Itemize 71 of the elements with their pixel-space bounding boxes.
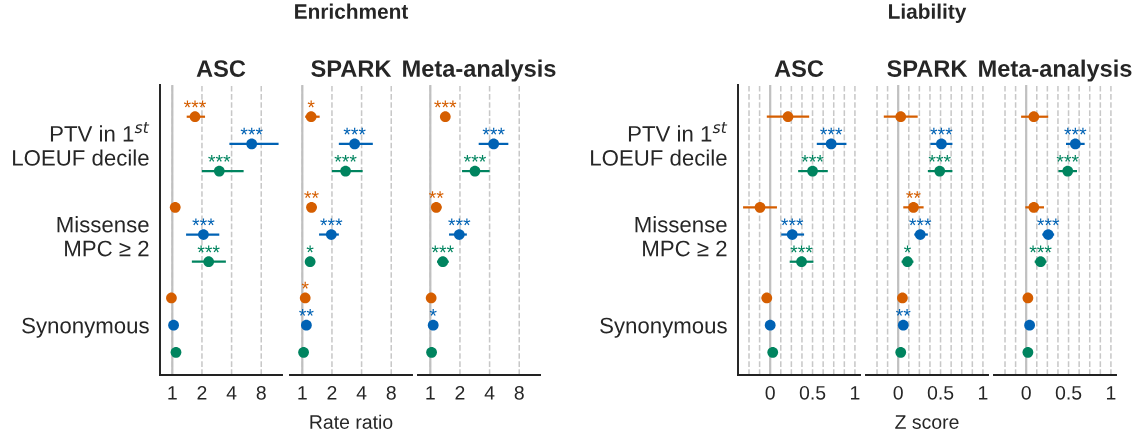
data-label: *** [790,245,813,253]
data-label: ** [429,191,444,199]
y-tick-label: Missense MPC ≥ 2 [635,216,727,257]
data-label: *** [482,127,505,135]
data-label: * [429,309,437,316]
data-label: * [307,100,315,108]
y-tick-label: Synonymous [22,317,149,338]
x-tick-label: 2 [455,385,465,400]
x-tick-label: 0 [1021,385,1031,400]
data-label: *** [801,154,824,162]
text: Enrichment [295,3,409,19]
chart-title: Meta-analysis [403,59,556,82]
chart-title: SPARK [887,60,968,77]
x-tick-label: 0 [765,385,775,400]
x-tick-label: 1 [850,386,860,400]
x-tick-label: 1 [168,386,177,400]
data-label: *** [448,218,471,226]
data-label: *** [334,154,357,162]
data-label: ** [896,309,911,316]
data-label: *** [192,218,215,226]
y-tick-label: PTV in 1$^{st}$ LOEUF decile [591,122,728,166]
data-label: *** [208,154,231,162]
data-label: *** [431,245,454,253]
x-tick-label: 0.5 [1055,385,1082,400]
data-label: *** [434,100,457,108]
x-axis-title: Rate ratio [310,414,393,429]
data-label: * [904,245,911,253]
data-label: ** [299,309,314,316]
chart-title: ASC [774,60,824,77]
y-tick-label: Synonymous [600,317,727,338]
x-tick-label: 8 [256,385,266,400]
data-label: *** [928,154,951,162]
x-tick-label: 0 [893,385,903,400]
data-label: *** [820,127,843,135]
data-label: *** [781,218,804,226]
data-label: * [301,281,309,289]
chart-title: ASC [196,60,246,77]
x-axis-title: Z score [895,415,959,429]
text: Liability [889,3,967,23]
chart-title: SPARK [311,60,392,77]
y-tick-label: PTV in 1$^{st}$ LOEUF decile [13,122,150,166]
x-tick-label: 1 [298,386,307,400]
x-tick-label: 2 [197,385,207,400]
x-tick-label: 1 [426,386,435,400]
x-tick-label: 4 [356,386,367,400]
data-label: *** [240,127,263,135]
data-label: * [306,245,314,253]
x-tick-label: 8 [514,385,524,400]
x-tick-label: 4 [484,386,495,400]
x-tick-label: 1 [1106,386,1116,400]
x-tick-label: 0.5 [799,385,826,400]
data-label: *** [320,218,343,226]
x-tick-label: 1 [978,386,988,400]
data-label: ** [906,191,921,199]
data-label: *** [930,127,953,135]
data-label: *** [909,218,932,226]
y-tick-label: Missense MPC ≥ 2 [57,216,149,257]
data-label: *** [183,100,207,108]
data-label: ** [304,191,319,199]
data-label: *** [197,245,220,253]
data-label: *** [1037,218,1060,226]
data-label: *** [463,154,486,162]
x-tick-label: 2 [327,385,337,400]
data-label: *** [1056,154,1079,162]
x-tick-label: 4 [226,386,237,400]
chart-title: Meta-analysis [979,59,1132,82]
data-label: *** [1029,245,1052,253]
x-tick-label: 0.5 [927,385,954,400]
x-tick-label: 8 [386,385,396,400]
data-label: *** [343,127,366,135]
data-label: *** [1064,127,1087,135]
